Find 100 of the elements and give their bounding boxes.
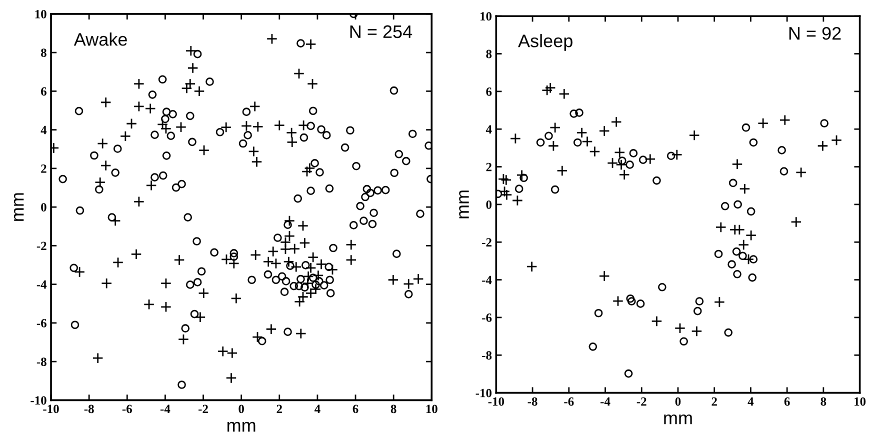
- point: [570, 109, 578, 118]
- point: [627, 297, 636, 306]
- x-tick-label: -8: [528, 397, 538, 406]
- point: [598, 125, 610, 137]
- x-tick-label: 2: [712, 397, 717, 406]
- point: [510, 132, 521, 144]
- y-tick-label: -4: [36, 280, 47, 289]
- point: [714, 250, 723, 258]
- point: [638, 156, 648, 164]
- text: Awake: [74, 32, 127, 46]
- point: [728, 260, 736, 269]
- y-tick-label: 2: [486, 162, 492, 172]
- point: [720, 202, 730, 210]
- point: [738, 252, 747, 260]
- point: [724, 328, 733, 337]
- point: [624, 369, 633, 378]
- point: [780, 167, 788, 176]
- point: [550, 122, 561, 134]
- point: [498, 186, 510, 198]
- point: [589, 146, 600, 158]
- point: [796, 166, 807, 178]
- point: [734, 200, 742, 209]
- point: [644, 154, 656, 165]
- x-tick-label: 10: [426, 404, 438, 414]
- y-tick-label: -6: [482, 314, 492, 322]
- y-tick-label: 10: [35, 10, 46, 18]
- y-tick-label: 4: [40, 126, 47, 134]
- point: [680, 337, 688, 346]
- x-tick-label: -8: [84, 404, 94, 414]
- point: [748, 273, 757, 282]
- y-tick-label: -6: [36, 319, 46, 328]
- point: [749, 138, 758, 147]
- point: [671, 149, 682, 160]
- point: [550, 185, 560, 194]
- y-tick-label: -10: [476, 388, 492, 398]
- point: [526, 261, 538, 272]
- point: [790, 216, 802, 228]
- y-tick-label: 0: [486, 200, 492, 209]
- y-axis-title: mm: [14, 193, 24, 221]
- point: [820, 119, 829, 128]
- point: [576, 127, 588, 138]
- point: [610, 116, 622, 128]
- y-tick-label: 6: [486, 87, 492, 96]
- x-tick-label: -2: [636, 397, 646, 406]
- annotation: N = 254: [350, 25, 412, 38]
- point: [618, 156, 626, 165]
- point: [742, 254, 754, 265]
- annotation: N = 92: [789, 26, 841, 40]
- point: [817, 140, 828, 152]
- point: [739, 183, 750, 194]
- point: [691, 326, 702, 337]
- point: [516, 170, 528, 181]
- point: [501, 189, 512, 200]
- point: [728, 178, 738, 188]
- y-tick-label: -4: [482, 276, 492, 284]
- point: [520, 174, 528, 182]
- point: [733, 270, 742, 278]
- point: [556, 165, 568, 176]
- point: [536, 138, 545, 147]
- point: [626, 294, 635, 303]
- point: [598, 270, 610, 282]
- point: [514, 184, 524, 193]
- point: [500, 174, 512, 186]
- y-tick-label: 8: [486, 50, 492, 58]
- x-tick-label: 6: [784, 397, 790, 406]
- y-tick-label: 2: [41, 164, 46, 173]
- point: [544, 82, 556, 94]
- x-axis-title: mm: [664, 414, 692, 424]
- point: [652, 176, 661, 185]
- x-tick-label: 4: [748, 397, 754, 406]
- point: [732, 158, 743, 170]
- point: [714, 296, 725, 308]
- y-tick-label: 6: [41, 87, 46, 96]
- point: [688, 130, 700, 141]
- point: [606, 157, 618, 169]
- x-tick-label: 6: [352, 404, 358, 414]
- y-tick-label: -2: [482, 238, 492, 246]
- point: [758, 118, 769, 129]
- point: [588, 342, 598, 351]
- point: [618, 169, 630, 180]
- point: [544, 132, 553, 140]
- x-tick-label: 10: [854, 397, 866, 406]
- point: [779, 114, 790, 126]
- point: [594, 308, 603, 318]
- point: [738, 239, 750, 250]
- x-tick-label: 2: [276, 404, 282, 414]
- point: [626, 160, 634, 169]
- point: [573, 138, 582, 147]
- point: [695, 297, 704, 306]
- point: [582, 136, 593, 148]
- point: [616, 159, 627, 170]
- x-tick-label: -2: [198, 404, 208, 414]
- y-tick-label: -8: [36, 358, 46, 366]
- x-tick-label: 8: [820, 397, 826, 406]
- point: [666, 152, 676, 160]
- point: [742, 123, 750, 132]
- point: [830, 134, 842, 146]
- y-tick-label: 0: [41, 203, 46, 212]
- y-tick-label: 10: [480, 12, 492, 21]
- x-tick-label: 0: [675, 397, 681, 406]
